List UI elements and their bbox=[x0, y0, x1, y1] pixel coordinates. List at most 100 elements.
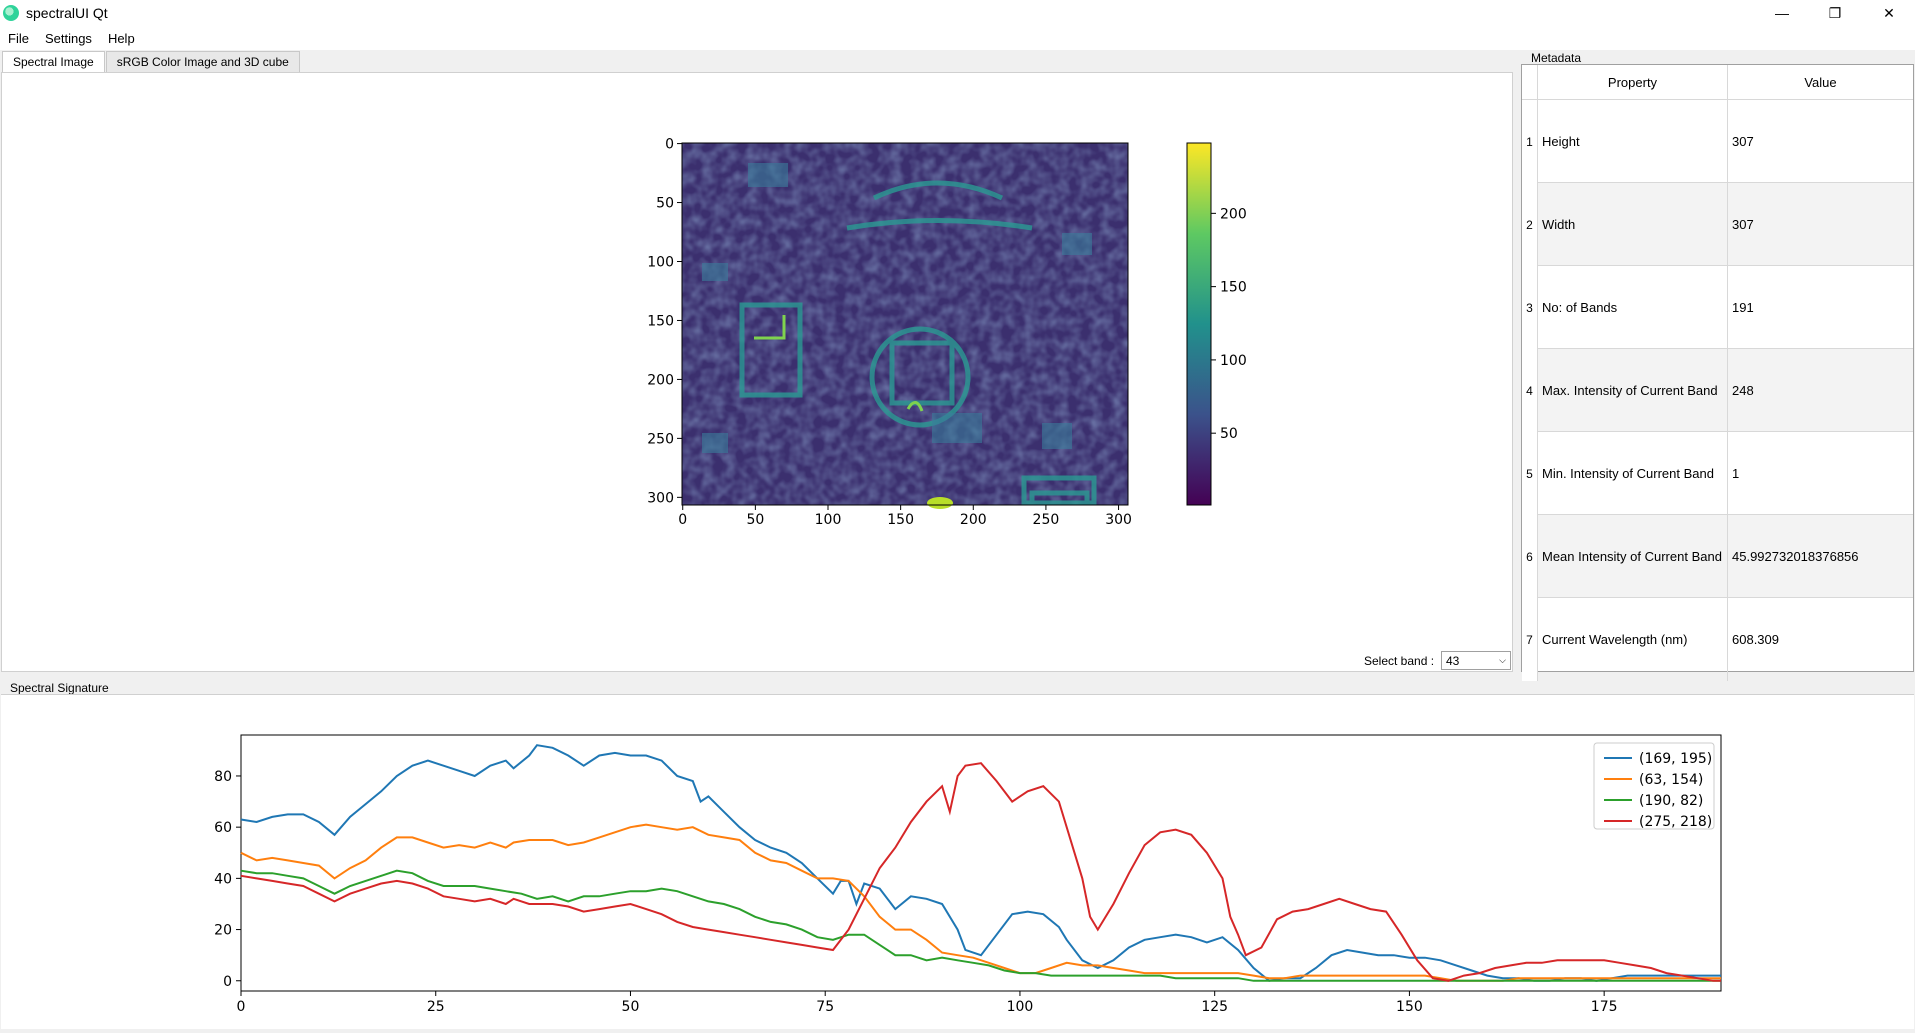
spectral-image-panel: 0 50 100 150 200 250 300 0 50 100 150 200 250 300 50… bbox=[1, 72, 1513, 672]
spectral-signature-chart: 0 25 50 75 100 125 150 175 0 20 40 60 80 (169, 195)… bbox=[214, 734, 1722, 1015]
table-row[interactable]: 6 Mean Intensity of Current Band 45.9927… bbox=[1522, 515, 1913, 598]
colorbar-tick-label: 100 bbox=[1220, 353, 1247, 369]
x-tick-label: 175 bbox=[1591, 999, 1618, 1015]
value-cell[interactable]: 45.992732018376856 bbox=[1732, 549, 1859, 564]
image-y-axis: 0 50 100 150 200 250 300 bbox=[647, 137, 682, 506]
header-value[interactable]: Value bbox=[1728, 65, 1913, 100]
table-row[interactable]: 7 Current Wavelength (nm) 608.309 bbox=[1522, 598, 1913, 681]
plot-area bbox=[240, 734, 1722, 992]
y-tick-label: 80 bbox=[214, 769, 232, 785]
value-cell[interactable]: 307 bbox=[1732, 217, 1754, 232]
table-row[interactable]: 2 Width 307 bbox=[1522, 183, 1913, 266]
x-tick-label: 50 bbox=[622, 999, 640, 1015]
band-select-value: 43 bbox=[1446, 653, 1460, 668]
value-cell[interactable]: 191 bbox=[1732, 300, 1754, 315]
metadata-table: Property Value 1 Height 307 2 Width 307 … bbox=[1521, 64, 1914, 681]
y-tick-label: 300 bbox=[647, 490, 674, 506]
x-tick-label: 300 bbox=[1105, 512, 1132, 528]
legend-label: (190, 82) bbox=[1639, 793, 1703, 809]
y-tick-label: 200 bbox=[647, 372, 674, 388]
chevron-down-icon: ⌵ bbox=[1499, 655, 1506, 665]
menu-bar: File Settings Help bbox=[0, 26, 1915, 50]
row-number: 3 bbox=[1522, 266, 1538, 349]
row-number: 2 bbox=[1522, 183, 1538, 266]
legend: (169, 195) (63, 154) (190, 82) (275, 218) bbox=[1593, 742, 1715, 830]
x-tick-label: 0 bbox=[678, 512, 687, 528]
property-cell[interactable]: Mean Intensity of Current Band bbox=[1538, 515, 1728, 598]
x-tick-label: 100 bbox=[815, 512, 842, 528]
y-tick-label: 150 bbox=[647, 313, 674, 329]
row-number: 1 bbox=[1522, 100, 1538, 183]
colorbar-tick-label: 150 bbox=[1220, 280, 1247, 296]
corner-cell bbox=[1522, 65, 1538, 100]
value-cell[interactable]: 1 bbox=[1732, 466, 1740, 481]
x-tick-label: 250 bbox=[1033, 512, 1060, 528]
row-number: 7 bbox=[1522, 598, 1538, 681]
app-logo-icon bbox=[3, 5, 19, 21]
colorbar-tick-label: 200 bbox=[1220, 206, 1247, 222]
menu-help[interactable]: Help bbox=[107, 30, 135, 46]
metadata-group-label: Metadata bbox=[1531, 51, 1582, 65]
restore-icon[interactable]: ❐ bbox=[1828, 4, 1842, 21]
header-property[interactable]: Property bbox=[1538, 65, 1728, 100]
y-tick-label: 250 bbox=[647, 431, 674, 447]
close-icon[interactable]: ✕ bbox=[1883, 4, 1895, 21]
band-image[interactable] bbox=[682, 143, 1128, 509]
title-bar: spectralUI Qt — ❐ ✕ bbox=[0, 0, 1915, 26]
series-lines bbox=[240, 744, 1721, 982]
select-band-label: Select band : bbox=[1364, 654, 1435, 668]
table-row[interactable]: 1 Height 307 bbox=[1522, 100, 1913, 183]
spectral-signature-label: Spectral Signature bbox=[10, 681, 109, 695]
property-cell[interactable]: Current Wavelength (nm) bbox=[1538, 598, 1728, 681]
value-cell[interactable]: 307 bbox=[1732, 134, 1754, 149]
value-cell[interactable]: 248 bbox=[1732, 383, 1754, 398]
x-tick-label: 200 bbox=[960, 512, 987, 528]
x-tick-label: 100 bbox=[1007, 999, 1034, 1015]
property-cell[interactable]: Height bbox=[1538, 100, 1728, 183]
colorbar-axis: 50 100 150 200 bbox=[1211, 206, 1247, 442]
x-tick-label: 150 bbox=[1396, 999, 1423, 1015]
x-tick-label: 150 bbox=[887, 512, 914, 528]
table-row[interactable]: 4 Max. Intensity of Current Band 248 bbox=[1522, 349, 1913, 432]
x-tick-label: 125 bbox=[1201, 999, 1228, 1015]
tab-srgb-3d-cube[interactable]: sRGB Color Image and 3D cube bbox=[105, 51, 300, 73]
y-tick-label: 0 bbox=[665, 137, 674, 153]
band-select[interactable]: 43 ⌵ bbox=[1441, 651, 1511, 670]
x-tick-label: 50 bbox=[746, 512, 764, 528]
tab-bar: Spectral Image sRGB Color Image and 3D c… bbox=[2, 51, 301, 74]
y-tick-label: 50 bbox=[656, 196, 674, 212]
value-cell[interactable]: 608.309 bbox=[1732, 632, 1779, 647]
series-line bbox=[240, 762, 1721, 982]
series-line bbox=[240, 744, 1721, 982]
table-row[interactable]: 3 No: of Bands 191 bbox=[1522, 266, 1913, 349]
colorbar-tick-label: 50 bbox=[1220, 426, 1238, 442]
band-image-plot: 0 50 100 150 200 250 300 0 50 100 150 200 250 300 50… bbox=[647, 137, 1247, 528]
image-x-axis: 0 50 100 150 200 250 300 bbox=[678, 505, 1132, 528]
y-tick-label: 0 bbox=[223, 974, 232, 990]
property-cell[interactable]: Min. Intensity of Current Band bbox=[1538, 432, 1728, 515]
table-row[interactable]: 5 Min. Intensity of Current Band 1 bbox=[1522, 432, 1913, 515]
y-tick-label: 60 bbox=[214, 820, 232, 836]
tab-spectral-image[interactable]: Spectral Image bbox=[2, 51, 105, 74]
legend-label: (169, 195) bbox=[1639, 751, 1712, 767]
series-line bbox=[240, 869, 1721, 982]
y-axis: 0 20 40 60 80 bbox=[214, 769, 241, 990]
menu-settings[interactable]: Settings bbox=[44, 30, 92, 46]
property-cell[interactable]: Width bbox=[1538, 183, 1728, 266]
x-tick-label: 75 bbox=[816, 999, 834, 1015]
x-tick-label: 0 bbox=[237, 999, 246, 1015]
minimize-icon[interactable]: — bbox=[1775, 5, 1789, 21]
legend-label: (63, 154) bbox=[1639, 772, 1703, 788]
y-tick-label: 100 bbox=[647, 255, 674, 271]
y-tick-label: 40 bbox=[214, 871, 232, 887]
property-cell[interactable]: No: of Bands bbox=[1538, 266, 1728, 349]
property-cell[interactable]: Max. Intensity of Current Band bbox=[1538, 349, 1728, 432]
row-number: 5 bbox=[1522, 432, 1538, 515]
legend-frame bbox=[1593, 742, 1715, 830]
x-tick-label: 25 bbox=[427, 999, 445, 1015]
legend-label: (275, 218) bbox=[1639, 814, 1712, 830]
menu-file[interactable]: File bbox=[8, 30, 29, 46]
row-number: 4 bbox=[1522, 349, 1538, 432]
window-title: spectralUI Qt bbox=[26, 5, 108, 21]
colorbar bbox=[1186, 142, 1212, 506]
